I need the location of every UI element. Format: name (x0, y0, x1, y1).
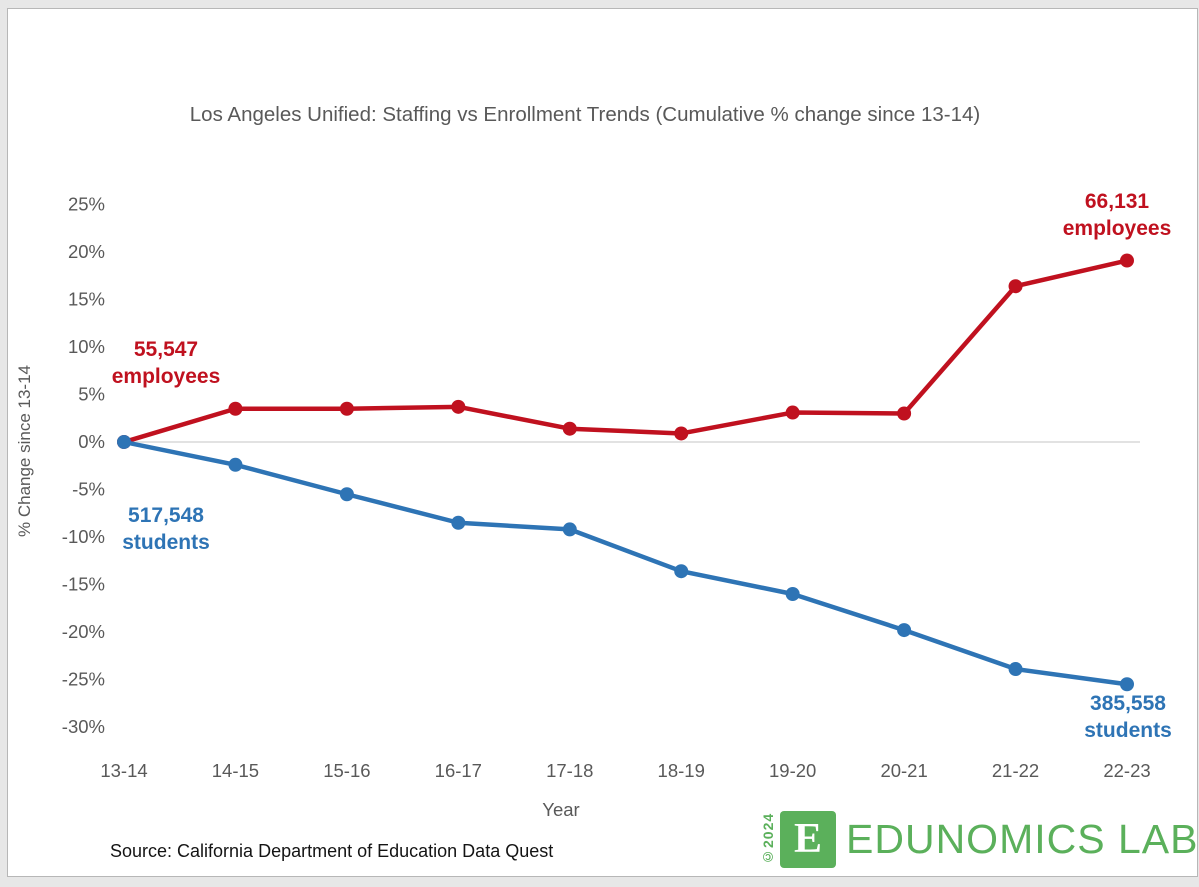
series-line-employees (123, 258, 1128, 445)
annotation-label: students (1084, 719, 1172, 742)
data-point-employees-19-20 (785, 405, 800, 420)
data-point-employees-14-15 (228, 401, 243, 416)
annotation-label: employees (111, 365, 221, 388)
annotation-students-end: 385,558 students (1084, 690, 1172, 744)
source-note: Source: California Department of Educati… (110, 841, 554, 861)
x-tick-label: 22-23 (1103, 760, 1150, 781)
y-tick-label: -25% (62, 669, 105, 690)
x-tick-label: 19-20 (769, 760, 816, 781)
data-point-students-21-22 (1008, 662, 1023, 677)
data-point-employees-18-19 (674, 426, 689, 441)
annotation-employees-end: 66,131 employees (1063, 188, 1172, 242)
data-point-students-13-14 (117, 435, 131, 449)
x-tick-label: 21-22 (992, 760, 1039, 781)
data-point-employees-20-21 (897, 406, 912, 421)
data-point-students-14-15 (228, 457, 243, 472)
annotation-label: employees (1062, 217, 1172, 240)
x-tick-label: 13-14 (100, 760, 147, 781)
annotation-value: 385,558 (1090, 692, 1166, 715)
data-point-students-22-23 (1120, 677, 1134, 692)
y-tick-label: -10% (62, 526, 105, 547)
data-point-students-15-16 (339, 487, 354, 502)
data-point-students-17-18 (562, 522, 577, 537)
y-tick-label: -5% (72, 479, 105, 500)
y-tick-label: 5% (78, 384, 105, 405)
data-point-employees-17-18 (562, 421, 577, 436)
data-point-students-16-17 (451, 515, 466, 530)
y-tick-label: 25% (68, 194, 105, 215)
logo-copyright: ©2024 (760, 812, 776, 866)
y-tick-label: -30% (62, 716, 105, 737)
x-tick-label: 15-16 (323, 760, 370, 781)
y-tick-label: -20% (62, 621, 105, 642)
y-axis-title: % Change since 13-14 (15, 365, 34, 537)
x-tick-label: 20-21 (880, 760, 927, 781)
series-line-students (123, 439, 1128, 687)
x-tick-label: 17-18 (546, 760, 593, 781)
data-point-employees-21-22 (1008, 279, 1023, 294)
data-point-students-19-20 (785, 587, 800, 601)
y-tick-label: 10% (68, 336, 105, 357)
annotation-label: students (122, 531, 210, 554)
data-point-employees-16-17 (451, 399, 466, 414)
y-tick-label: 0% (78, 431, 105, 452)
data-point-students-20-21 (897, 623, 912, 638)
annotation-students-start: 517,548 students (122, 502, 210, 556)
annotation-employees-start: 55,547 employees (112, 336, 221, 390)
data-point-employees-15-16 (339, 401, 354, 416)
x-axis-title: Year (542, 799, 579, 820)
edunomics-lab-logo: ©2024 E EDUNOMICS LAB (760, 806, 1198, 872)
x-tick-label: 14-15 (212, 760, 259, 781)
annotation-value: 55,547 (133, 338, 199, 361)
data-point-students-18-19 (674, 564, 689, 579)
annotation-value: 517,548 (128, 504, 204, 527)
annotation-value: 66,131 (1084, 190, 1150, 213)
x-tick-label: 16-17 (435, 760, 482, 781)
edunomics-e-icon: E (780, 810, 836, 868)
data-point-employees-22-23 (1120, 253, 1134, 268)
x-tick-label: 18-19 (658, 760, 705, 781)
logo-brand-text: EDUNOMICS LAB (846, 815, 1199, 862)
chart-title: Los Angeles Unified: Staffing vs Enrollm… (189, 103, 981, 126)
y-tick-label: -15% (62, 574, 105, 595)
y-tick-label: 15% (68, 289, 105, 310)
y-tick-label: 20% (68, 241, 105, 262)
